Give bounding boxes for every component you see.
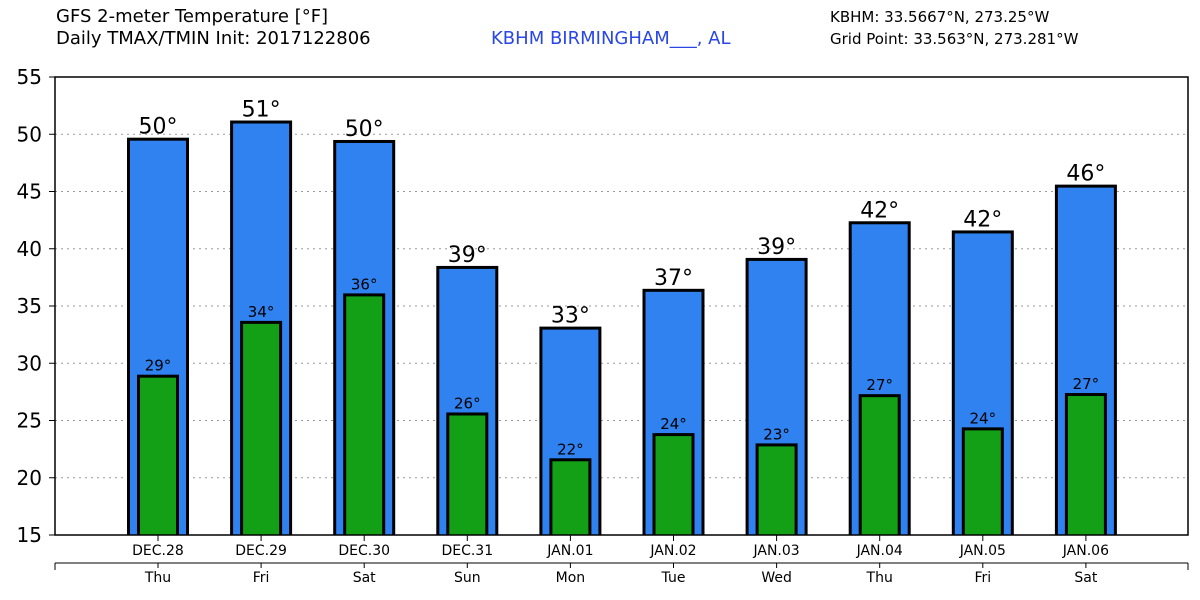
gridlines [55,133,1188,479]
tmin-label: 23° [763,425,790,443]
tmin-bar [243,323,280,535]
tmin-label: 26° [454,394,481,412]
tmin-label: 34° [248,303,275,321]
x-date-label: JAN.03 [752,543,799,559]
y-tick-label: 35 [17,294,42,318]
x-weekday-label: Sun [454,570,481,586]
axes: 15 20 25 30 35 40 45 50 55 DEC.28 Thu DEC.29 Fri DEC.… [17,65,1189,586]
x-weekday-label: Tue [661,570,686,586]
y-tick-label: 50 [17,122,42,146]
tmax-label: 33° [551,304,590,329]
x-weekday-label: Thu [144,570,171,586]
y-tick-label: 25 [17,409,42,433]
value-labels: 50° 29° 51° 34° 50° 36° 39° 26° 33° 22° 37° 24° 39° 2… [139,98,1106,459]
x-date-label: JAN.05 [959,543,1006,559]
tmin-bar [861,397,898,535]
tmin-bar [140,377,176,535]
x-date-label: JAN.06 [1062,543,1109,559]
tmax-label: 50° [139,115,178,140]
x-date-label: JAN.01 [546,543,593,559]
chart-subtitle: Daily TMAX/TMIN Init: 2017122806 [56,28,371,49]
tmin-bar [552,461,589,535]
tmin-bar [655,436,692,535]
x-weekday-label: Thu [866,570,893,586]
y-tick-label: 45 [17,180,42,204]
station-coordinates: KBHM: 33.5667°N, 273.25°W [830,8,1050,26]
tmax-label: 50° [345,117,384,142]
x-date-label: DEC.30 [338,543,390,559]
plot-frame [54,76,1189,536]
tmax-label: 37° [654,266,693,291]
tmin-label: 27° [1073,375,1100,393]
x-date-label: DEC.31 [441,543,493,559]
tmin-label: 22° [557,440,584,458]
grid-point-coordinates: Grid Point: 33.563°N, 273.281°W [830,30,1079,48]
tmax-label: 39° [757,235,796,260]
x-weekday-label: Sat [353,570,376,586]
x-weekday-label: Wed [761,570,792,586]
y-tick-label: 20 [17,466,42,490]
tmin-label: 29° [145,357,172,375]
x-date-label: DEC.29 [235,543,287,559]
x-date-label: JAN.02 [649,543,696,559]
y-tick-label: 40 [17,237,42,261]
y-tick-label: 30 [17,351,42,375]
y-tick-label: 55 [17,65,42,89]
tmax-label: 42° [963,207,1002,232]
x-weekday-label: Sat [1074,570,1097,586]
tmax-label: 51° [242,98,281,123]
x-weekday-label: Fri [974,570,991,586]
chart-title: GFS 2-meter Temperature [°F] [56,6,329,27]
tmin-bar [1067,396,1104,535]
tmin-label: 24° [970,409,997,427]
station-name: KBHM BIRMINGHAM___, AL [491,28,731,49]
bars [127,120,1117,535]
tmin-bar [964,430,1001,535]
tmax-label: 39° [448,243,487,268]
y-tick-label: 15 [17,523,42,547]
x-weekday-label: Fri [253,570,270,586]
x-weekday-label: Mon [556,570,586,586]
tmin-label: 27° [866,376,893,394]
tmin-bar [346,296,383,535]
x-date-label: JAN.04 [856,543,903,559]
x-date-label: DEC.28 [132,543,184,559]
tmin-bar [449,415,486,535]
tmax-label: 46° [1066,162,1105,187]
tmin-label: 24° [660,415,687,433]
tmin-bar [758,446,795,535]
tmax-label: 42° [860,198,899,223]
tmin-label: 36° [351,275,378,293]
